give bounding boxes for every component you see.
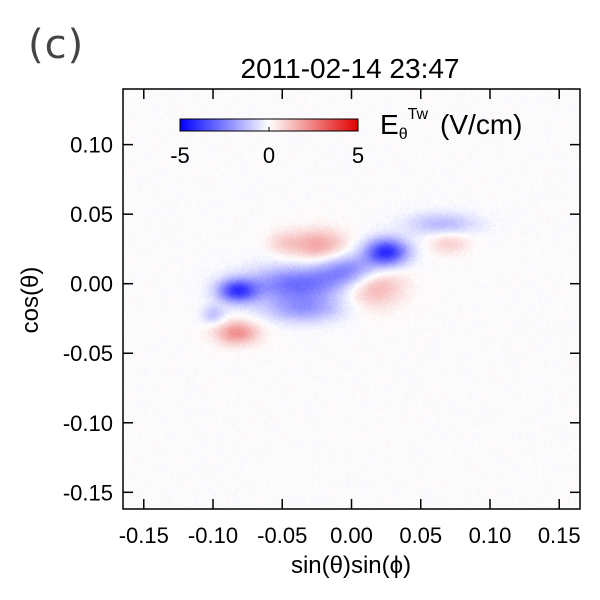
- y-tick-label: 0.05: [70, 202, 113, 227]
- y-tick-label: 0.00: [70, 272, 113, 297]
- colorbar-tick-label: -5: [170, 143, 190, 168]
- colorbar: -5 0 5 EθTw (V/cm): [170, 106, 522, 168]
- x-tick-label: -0.15: [119, 523, 169, 548]
- panel-label: (c): [28, 22, 85, 68]
- colorbar-label-units: (V/cm): [440, 109, 522, 140]
- colorbar-tick-label: 5: [352, 143, 364, 168]
- y-tick-label: -0.05: [63, 341, 113, 366]
- colorbar-label-main: E: [380, 109, 399, 140]
- x-tick-label: 0.05: [399, 523, 442, 548]
- heatmap-image: [123, 89, 580, 509]
- colorbar-ticks: -5 0 5: [170, 127, 364, 168]
- x-tick-label: -0.10: [188, 523, 238, 548]
- colorbar-label-sup: Tw: [408, 106, 429, 123]
- y-tick-label: -0.10: [63, 411, 113, 436]
- x-axis-label: sin(θ)sin(ϕ): [291, 552, 411, 579]
- colorbar-label: EθTw (V/cm): [380, 106, 522, 143]
- plot-area: -0.15 -0.10 -0.05 0.00 0.05 0.10 0.15 0.10 0.05…: [63, 88, 581, 548]
- y-tick-label: -0.15: [63, 480, 113, 505]
- y-axis-ticks: 0.10 0.05 0.00 -0.05 -0.10 -0.15: [63, 133, 580, 505]
- colorbar-label-sub: θ: [399, 126, 408, 143]
- y-tick-label: 0.10: [70, 133, 113, 158]
- chart-title: 2011-02-14 23:47: [241, 53, 460, 84]
- x-tick-label: 0.10: [469, 523, 512, 548]
- x-tick-label: 0.15: [538, 523, 581, 548]
- x-tick-label: 0.00: [330, 523, 373, 548]
- colorbar-tick-label: 0: [263, 143, 275, 168]
- x-tick-label: -0.05: [257, 523, 307, 548]
- x-axis-ticks: -0.15 -0.10 -0.05 0.00 0.05 0.10 0.15: [119, 89, 581, 548]
- y-axis-label: cos(θ): [17, 267, 44, 334]
